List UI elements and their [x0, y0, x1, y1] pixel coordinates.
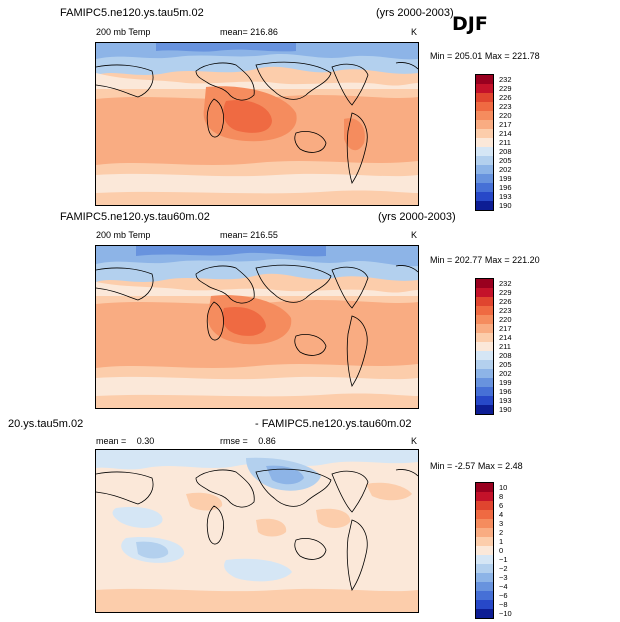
- colorbar-tick: 211: [499, 138, 511, 147]
- panel3-mean-label: mean =: [96, 436, 127, 446]
- panel1-mean-label: mean=: [220, 27, 248, 37]
- colorbar-tick: 214: [499, 333, 512, 342]
- colorbar-tick: −4: [499, 582, 508, 591]
- colorbar-tick: −3: [499, 573, 508, 582]
- panel3-max-value: 2.48: [505, 461, 523, 471]
- panel1-mean-value: 216.86: [250, 27, 278, 37]
- panel1-mean: mean= 216.86: [220, 27, 278, 37]
- panel3-mean-value: 0.30: [136, 436, 155, 446]
- colorbar-tick: 3: [499, 519, 504, 528]
- colorbar-tick: 211: [499, 342, 511, 351]
- colorbar-tick: 223: [499, 306, 512, 315]
- colorbar-tick: 202: [499, 369, 512, 378]
- panel2-colorbar: [475, 278, 494, 415]
- colorbar-tick: 214: [499, 129, 512, 138]
- colorbar-tick: −1: [499, 555, 508, 564]
- panel1-map: [95, 42, 419, 206]
- panel3-units: K: [411, 436, 418, 446]
- panel2-years: (yrs 2000-2003): [378, 211, 456, 223]
- panel2-mean: mean= 216.55: [220, 230, 278, 240]
- panel1-max-label: Max =: [484, 51, 510, 61]
- panel2-minmax: Min = 202.77 Max = 221.20: [430, 255, 540, 265]
- panel3-minmax: Min = -2.57 Max = 2.48: [430, 461, 523, 471]
- colorbar-tick: 199: [499, 378, 512, 387]
- colorbar-tick: 205: [499, 156, 512, 165]
- panel2-min-label: Min =: [430, 255, 453, 265]
- panel2-colorbar-ticks: 232 229 226 223 220 217 214 211 208 205 …: [499, 279, 512, 414]
- colorbar-tick: 10: [499, 483, 508, 492]
- panel1-units: K: [411, 27, 418, 37]
- panel3-title-left: 20.ys.tau5m.02: [8, 418, 84, 430]
- panel1-years: (yrs 2000-2003): [376, 7, 454, 19]
- panel1-min-label: Min =: [430, 51, 453, 61]
- colorbar-tick: 196: [499, 183, 512, 192]
- panel2-mean-label: mean=: [220, 230, 248, 240]
- panel1-title: FAMIPC5.ne120.ys.tau5m.02: [60, 7, 204, 19]
- colorbar-tick: 6: [499, 501, 504, 510]
- colorbar-tick: 196: [499, 387, 512, 396]
- panel1-minmax: Min = 205.01 Max = 221.78: [430, 51, 540, 61]
- colorbar-tick: 193: [499, 192, 512, 201]
- panel2-variable: 200 mb Temp: [96, 230, 151, 240]
- colorbar-tick: 232: [499, 279, 512, 288]
- colorbar-tick: −2: [499, 564, 508, 573]
- panel1-variable: 200 mb Temp: [96, 27, 151, 37]
- colorbar-tick: 205: [499, 360, 512, 369]
- colorbar-tick: 193: [499, 396, 512, 405]
- colorbar-tick: 2: [499, 528, 504, 537]
- panel3-rmse-value: 0.86: [258, 436, 276, 446]
- panel3-min-label: Min =: [430, 461, 453, 471]
- season-label: DJF: [452, 13, 488, 35]
- colorbar-tick: 1: [499, 537, 504, 546]
- panel2-map: [95, 245, 419, 409]
- panel3-map: [95, 449, 419, 613]
- panel2-max-value: 221.20: [512, 255, 540, 265]
- panel3-title-right: - FAMIPC5.ne120.ys.tau60m.02: [255, 418, 412, 430]
- colorbar-tick: 190: [499, 405, 512, 414]
- colorbar-tick: 0: [499, 546, 504, 555]
- colorbar-tick: 217: [499, 324, 512, 333]
- colorbar-tick: 199: [499, 174, 512, 183]
- colorbar-tick: 226: [499, 297, 512, 306]
- panel1-colorbar-ticks: 232 229 226 223 220 217 214 211 208 205 …: [499, 75, 512, 210]
- colorbar-tick: 229: [499, 84, 512, 93]
- panel3-rmse-label: rmse =: [220, 436, 248, 446]
- colorbar-tick: 208: [499, 147, 512, 156]
- colorbar-tick: 202: [499, 165, 512, 174]
- colorbar-tick: 4: [499, 510, 504, 519]
- colorbar-tick: 217: [499, 120, 512, 129]
- colorbar-tick: 8: [499, 492, 504, 501]
- panel2-title: FAMIPC5.ne120.ys.tau60m.02: [60, 211, 210, 223]
- panel2-units: K: [411, 230, 418, 240]
- colorbar-tick: 220: [499, 315, 512, 324]
- panel1-min-value: 205.01: [454, 51, 483, 61]
- colorbar-tick: −8: [499, 600, 508, 609]
- colorbar-tick: 220: [499, 111, 512, 120]
- colorbar-tick: 232: [499, 75, 512, 84]
- panel1-colorbar-swatch: [476, 75, 493, 84]
- colorbar-tick: 223: [499, 102, 512, 111]
- panel2-min-value: 202.77: [454, 255, 483, 265]
- panel3-min-value: -2.57: [454, 461, 476, 471]
- panel2-mean-value: 216.55: [250, 230, 278, 240]
- panel3-rmse: rmse = 0.86: [220, 436, 276, 446]
- colorbar-tick: 226: [499, 93, 512, 102]
- colorbar-tick: 229: [499, 288, 512, 297]
- panel3-max-label: Max =: [477, 461, 503, 471]
- panel2-max-label: Max =: [484, 255, 510, 265]
- colorbar-tick: 190: [499, 201, 512, 210]
- colorbar-tick: −6: [499, 591, 508, 600]
- panel1-colorbar: [475, 74, 494, 211]
- panel3-mean: mean = 0.30: [96, 436, 154, 446]
- colorbar-tick: 208: [499, 351, 512, 360]
- panel3-colorbar: [475, 482, 494, 619]
- panel3-colorbar-ticks: 10 8 6 4 3 2 1 0 −1 −2 −3 −4 −6 −8 −10: [499, 483, 512, 618]
- colorbar-tick: −10: [499, 609, 512, 618]
- panel1-max-value: 221.78: [512, 51, 540, 61]
